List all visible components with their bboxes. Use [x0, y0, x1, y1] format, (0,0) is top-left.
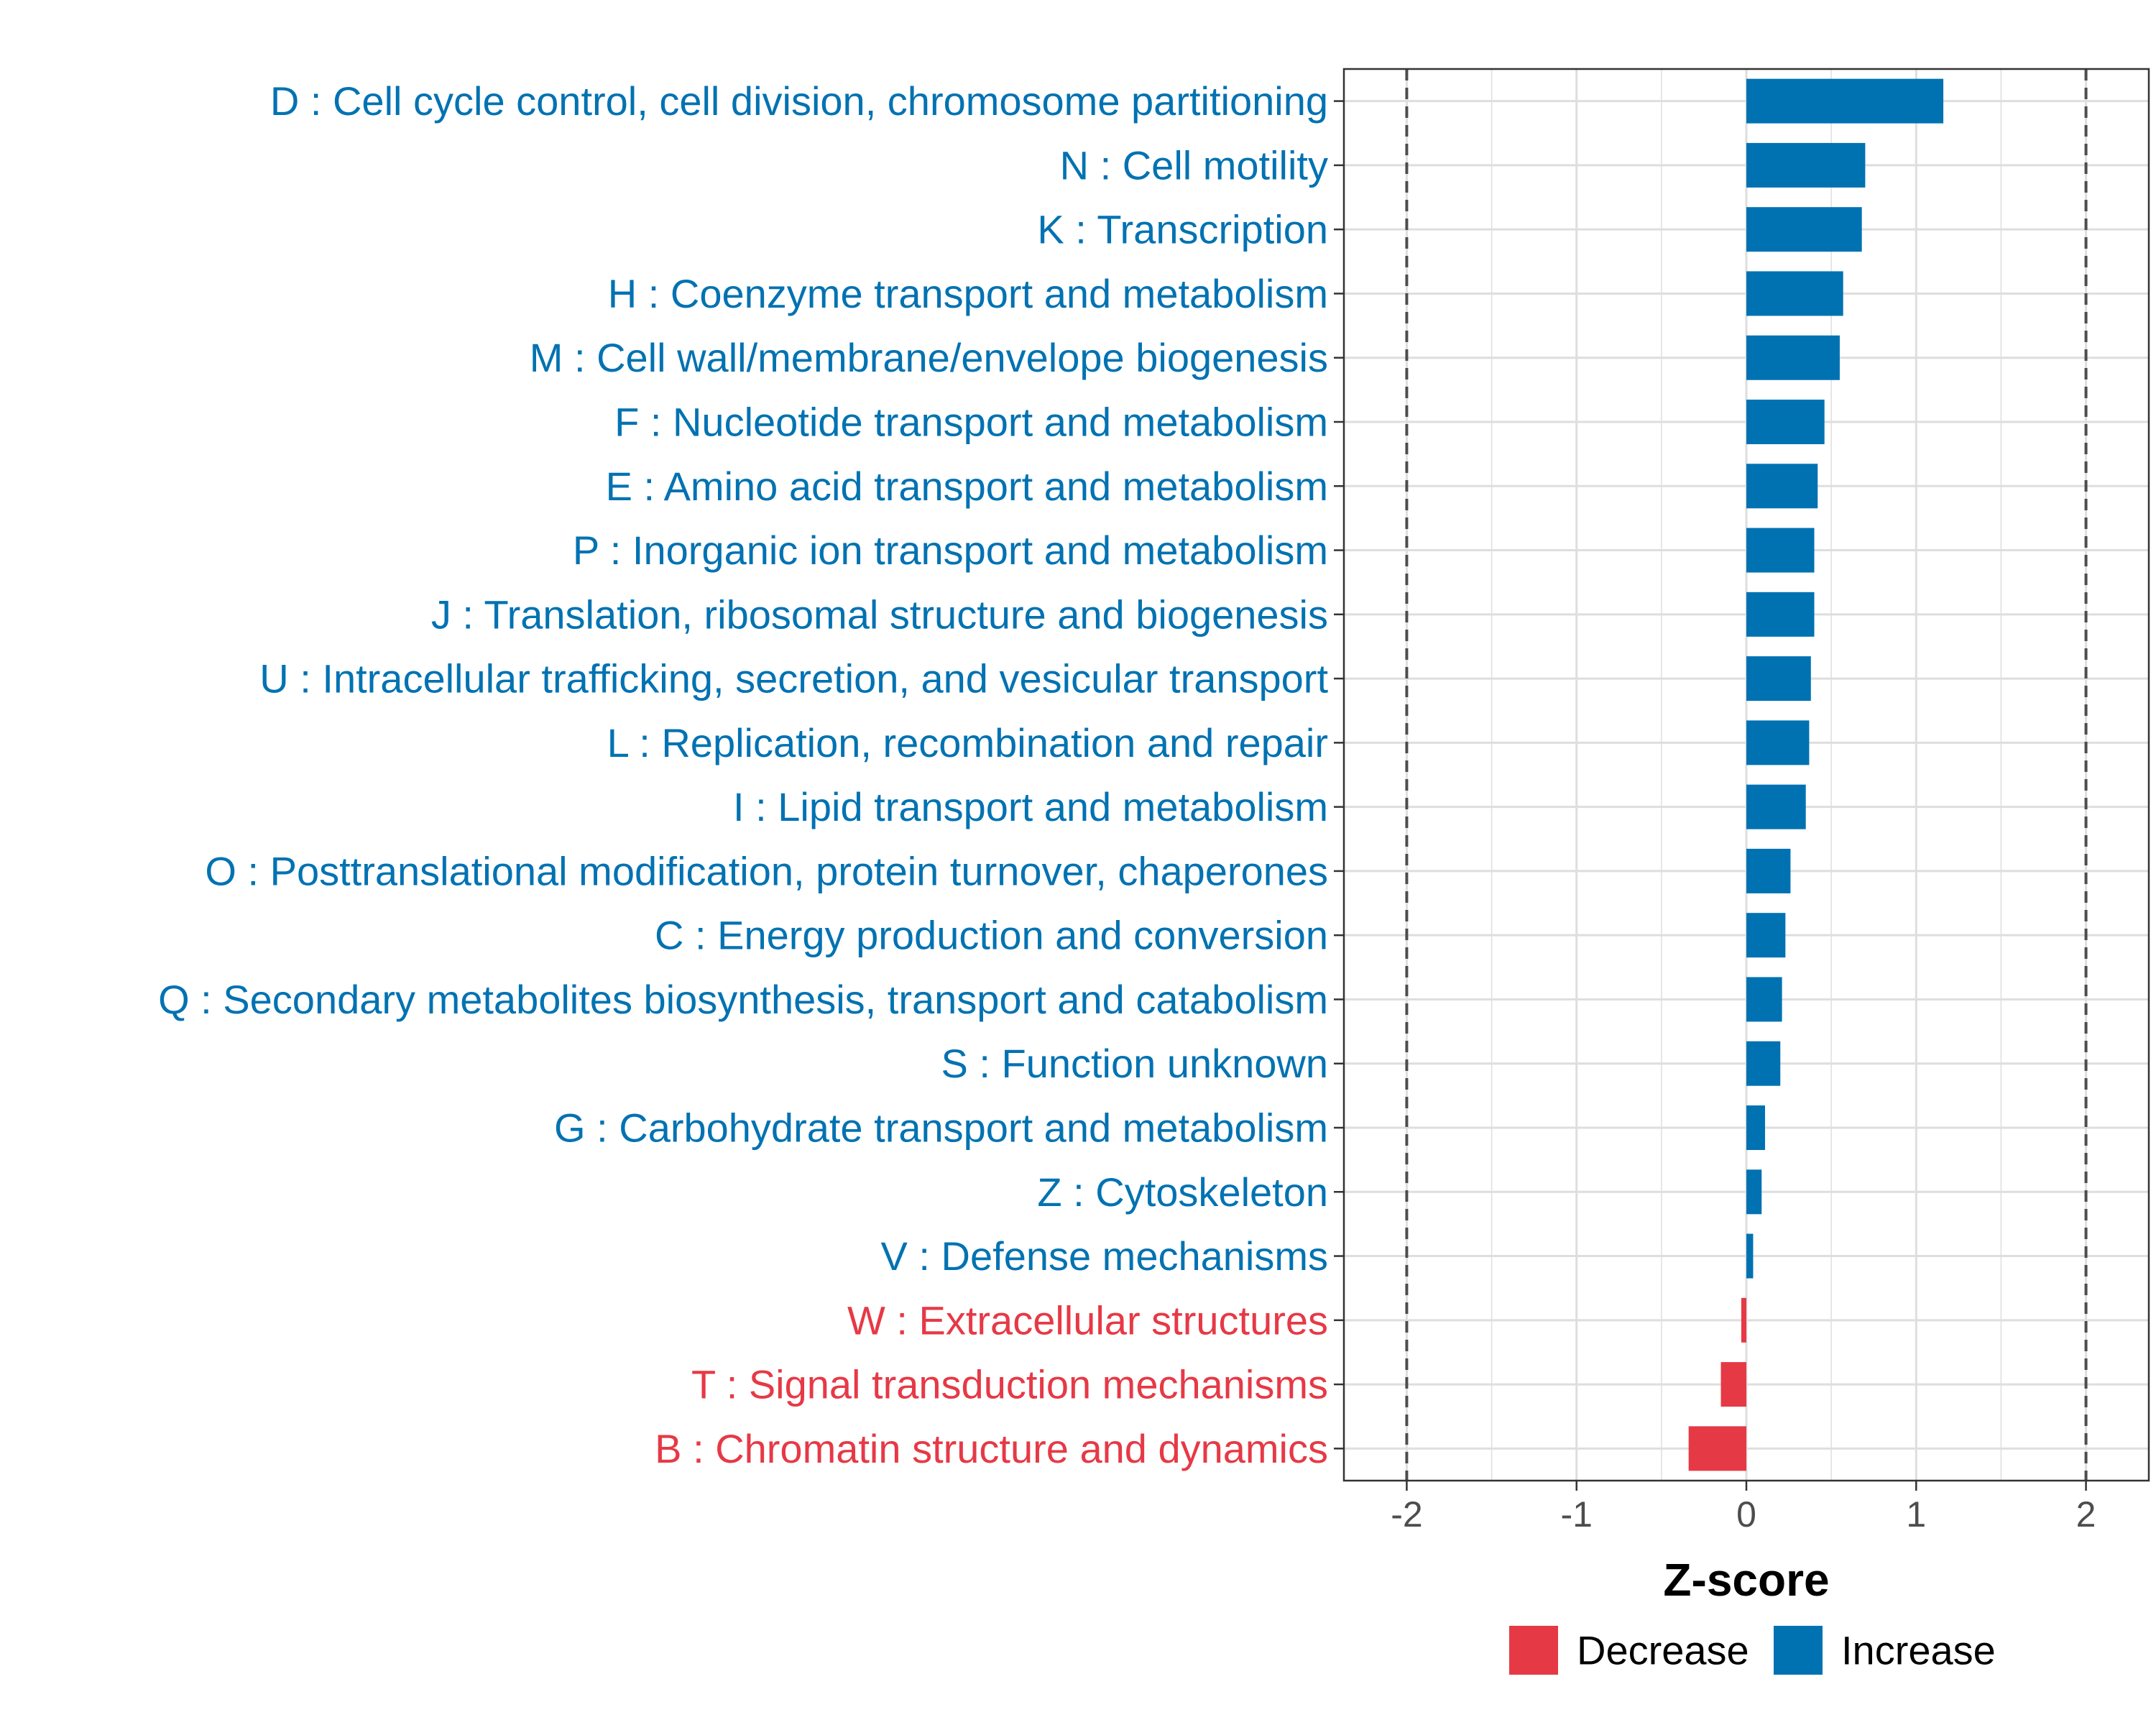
category-label: T : Signal transduction mechanisms	[691, 1362, 1328, 1407]
legend: Decrease Increase	[1509, 1626, 1996, 1675]
category-label: D : Cell cycle control, cell division, c…	[270, 78, 1328, 124]
x-tick-label: -1	[1560, 1494, 1592, 1535]
x-tick-label: 0	[1736, 1494, 1756, 1535]
bar	[1746, 400, 1825, 444]
legend-label-decrease: Decrease	[1577, 1628, 1749, 1673]
x-tick-label: 1	[1906, 1494, 1926, 1535]
bar	[1746, 1041, 1781, 1086]
category-label: G : Carbohydrate transport and metabolis…	[554, 1105, 1328, 1151]
category-label: B : Chromatin structure and dynamics	[655, 1426, 1328, 1471]
category-label: V : Defense mechanisms	[881, 1233, 1328, 1279]
y-axis-ticks	[1334, 100, 1344, 1450]
bars	[1688, 78, 1944, 1471]
category-labels: D : Cell cycle control, cell division, c…	[158, 78, 1328, 1471]
bar	[1746, 656, 1811, 702]
bar	[1746, 1105, 1765, 1150]
x-axis-ticks: -2 -1 0 1 2	[1391, 1481, 2096, 1535]
category-label: L : Replication, recombination and repai…	[607, 720, 1328, 765]
category-label: E : Amino acid transport and metabolism	[606, 464, 1328, 509]
category-label: H : Coenzyme transport and metabolism	[608, 271, 1328, 316]
reference-lines	[1405, 69, 2088, 1481]
category-label: J : Translation, ribosomal structure and…	[431, 592, 1328, 637]
bar	[1746, 464, 1818, 509]
bar	[1688, 1426, 1746, 1471]
category-label: W : Extracellular structures	[847, 1297, 1328, 1343]
legend-swatch-increase	[1774, 1626, 1823, 1675]
legend-swatch-decrease	[1509, 1626, 1558, 1675]
category-label: O : Posttranslational modification, prot…	[205, 848, 1328, 893]
bar	[1746, 142, 1866, 188]
category-label: P : Inorganic ion transport and metaboli…	[573, 528, 1328, 573]
bar	[1746, 207, 1862, 252]
bar	[1746, 1169, 1762, 1215]
legend-label-increase: Increase	[1841, 1628, 1996, 1673]
category-label: I : Lipid transport and metabolism	[733, 784, 1328, 829]
bar	[1746, 720, 1810, 765]
bar	[1720, 1362, 1746, 1407]
bar	[1746, 271, 1843, 316]
bar	[1746, 592, 1815, 637]
bar	[1746, 977, 1782, 1022]
category-label: N : Cell motility	[1060, 142, 1328, 188]
category-label: M : Cell wall/membrane/envelope biogenes…	[530, 335, 1328, 380]
category-label: Q : Secondary metabolites biosynthesis, …	[158, 977, 1328, 1022]
bar	[1746, 784, 1806, 829]
bar	[1746, 78, 1944, 124]
category-label: U : Intracellular trafficking, secretion…	[259, 656, 1328, 702]
category-label: K : Transcription	[1037, 207, 1328, 252]
bar	[1741, 1297, 1746, 1343]
x-axis-title: Z-score	[1663, 1554, 1829, 1606]
bar	[1746, 913, 1786, 958]
category-label: F : Nucleotide transport and metabolism	[614, 400, 1328, 445]
bar	[1746, 335, 1840, 380]
bar	[1746, 1233, 1754, 1279]
category-label: Z : Cytoskeleton	[1037, 1169, 1328, 1215]
bar	[1746, 848, 1791, 893]
category-label: C : Energy production and conversion	[655, 913, 1328, 958]
category-label: S : Function unknown	[941, 1041, 1328, 1086]
x-tick-label: 2	[2076, 1494, 2096, 1535]
x-tick-label: -2	[1391, 1494, 1422, 1535]
bar	[1746, 528, 1815, 573]
